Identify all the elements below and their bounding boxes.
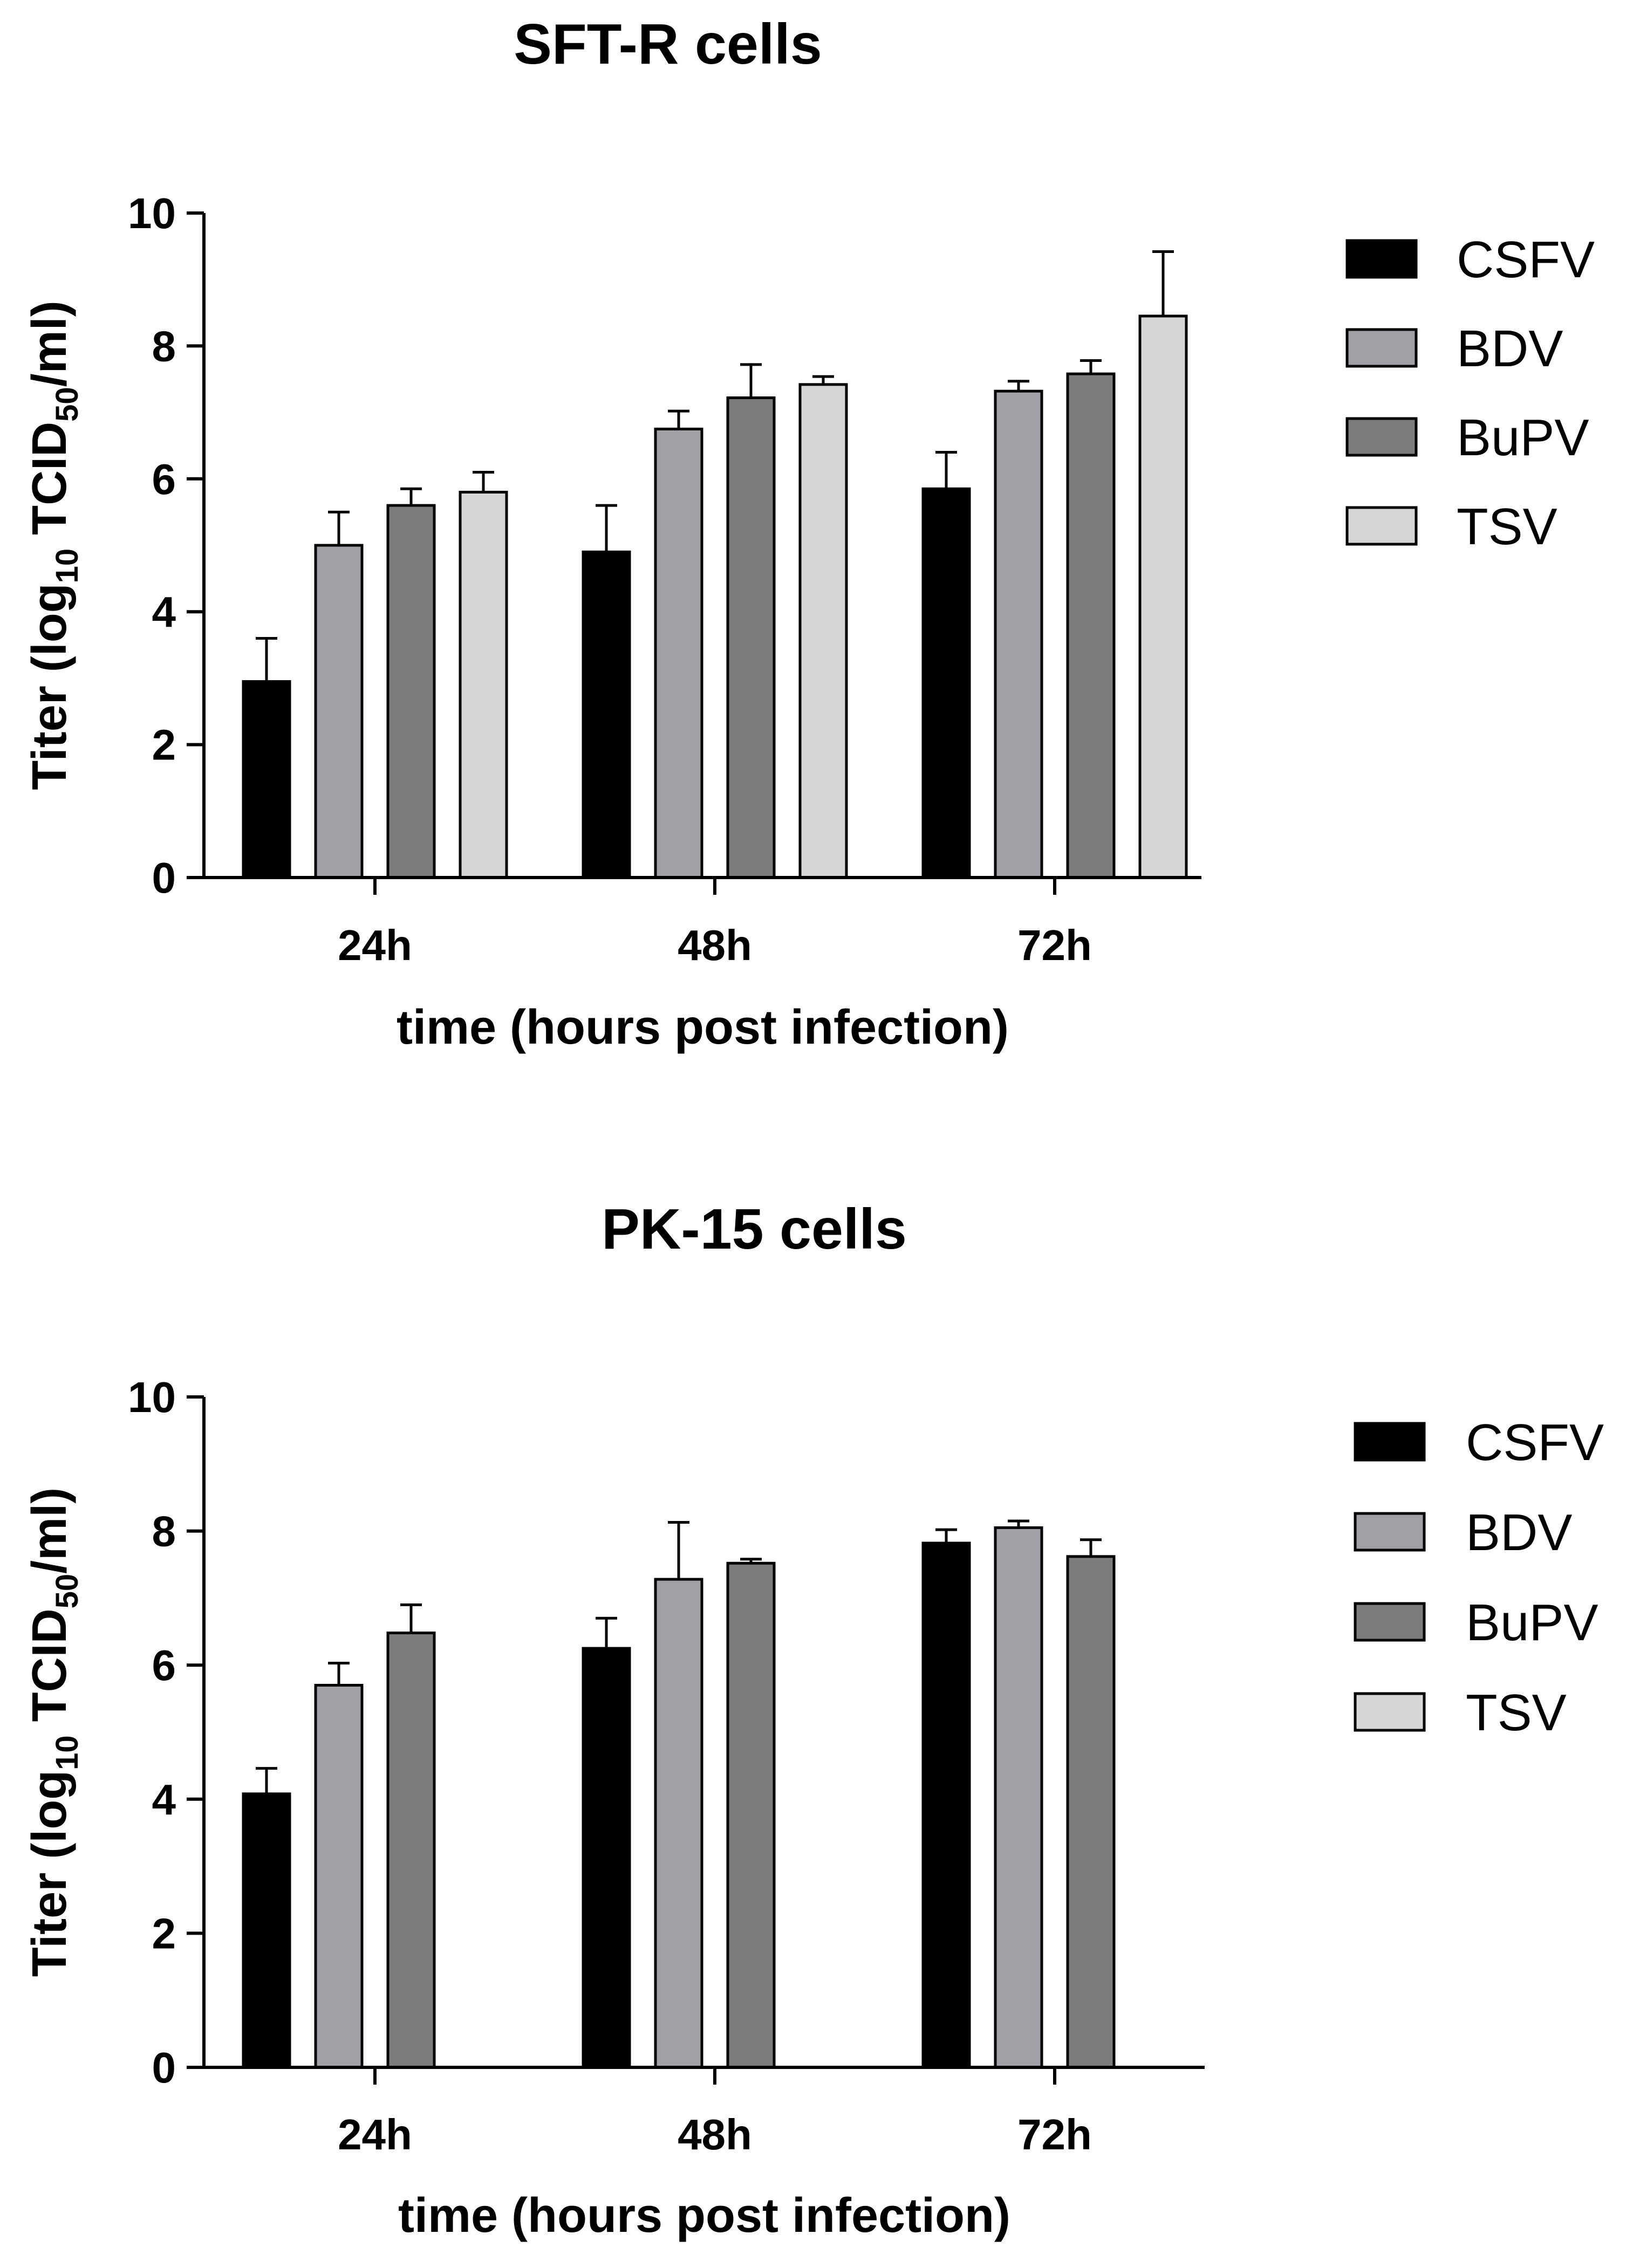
bar-csfv-48h — [582, 1647, 631, 2069]
legend-label-bdv: BDV — [1457, 320, 1563, 378]
legend-label-bupv: BuPV — [1457, 409, 1589, 467]
x-tick-label: 24h — [338, 2111, 412, 2159]
legend-label-tsv: TSV — [1466, 1684, 1567, 1742]
y-axis-label-suffix: /ml) — [23, 300, 77, 387]
legend-label-tsv: TSV — [1457, 498, 1557, 556]
bar-bdv-48h — [654, 427, 703, 879]
chart-title: PK-15 cells — [602, 1197, 907, 1261]
x-tick-label: 24h — [338, 921, 412, 969]
legend-swatch-csfv — [1345, 239, 1418, 279]
legend-label-csfv: CSFV — [1457, 231, 1595, 289]
bar-bdv-48h — [654, 1578, 703, 2069]
bar-tsv-48h — [798, 383, 848, 879]
bar-bdv-24h — [314, 1683, 364, 2069]
bar-bdv-72h — [994, 1526, 1043, 2069]
y-axis-label-mid: TCID — [23, 1608, 77, 1735]
bar-bupv-24h — [386, 1632, 436, 2069]
y-axis-label-mid: TCID — [23, 422, 77, 549]
legend-swatch-bupv — [1345, 417, 1418, 457]
y-tick-label: 4 — [152, 1776, 176, 1824]
chart-title: SFT-R cells — [514, 12, 822, 76]
y-axis-label-prefix: Titer (log — [23, 583, 77, 790]
x-tick-label: 48h — [678, 2111, 752, 2159]
y-tick-label: 6 — [152, 455, 176, 503]
y-axis-label-sub2: 50 — [50, 387, 85, 422]
legend-label-bupv: BuPV — [1466, 1594, 1598, 1652]
y-tick-label: 4 — [152, 588, 176, 636]
y-tick-label: 8 — [152, 1508, 176, 1556]
bar-bupv-24h — [386, 504, 436, 879]
legend-swatch-tsv — [1345, 506, 1418, 546]
legend-swatch-tsv — [1354, 1692, 1426, 1732]
y-tick-label: 10 — [128, 189, 176, 237]
legend-swatch-csfv — [1354, 1422, 1426, 1462]
y-tick-label: 8 — [152, 322, 176, 370]
bar-bupv-48h — [726, 1561, 776, 2069]
y-tick-label: 10 — [128, 1373, 176, 1421]
bar-bupv-72h — [1066, 1555, 1116, 2069]
bar-csfv-24h — [242, 680, 291, 879]
y-tick-label: 2 — [152, 721, 176, 769]
x-axis-label: time (hours post infection) — [398, 2189, 1010, 2243]
x-tick-label: 72h — [1017, 2111, 1092, 2159]
y-axis-label-suffix: /ml) — [23, 1488, 77, 1574]
legend-swatch-bdv — [1345, 328, 1418, 368]
bar-bupv-72h — [1066, 372, 1116, 879]
y-tick-label: 0 — [152, 854, 176, 902]
bar-bupv-48h — [726, 396, 776, 879]
y-tick-label: 6 — [152, 1641, 176, 1689]
bar-csfv-72h — [921, 487, 971, 879]
y-axis-label-sub1: 10 — [50, 549, 85, 584]
y-axis-label-prefix: Titer (log — [23, 1770, 77, 1977]
legend-label-bdv: BDV — [1466, 1504, 1572, 1561]
legend-label-csfv: CSFV — [1466, 1414, 1604, 1471]
legend-swatch-bupv — [1354, 1602, 1426, 1642]
y-axis-label-sub1: 10 — [50, 1735, 85, 1770]
bar-csfv-72h — [921, 1541, 971, 2069]
x-tick-label: 48h — [678, 921, 752, 969]
bar-bdv-24h — [314, 544, 364, 879]
x-tick-label: 72h — [1017, 921, 1092, 969]
legend-swatch-bdv — [1354, 1512, 1426, 1552]
y-axis-label: Titer (log10 TCID50/ml) — [23, 300, 85, 790]
bar-tsv-72h — [1138, 314, 1188, 879]
bar-csfv-48h — [582, 550, 631, 879]
y-axis-label-sub2: 50 — [50, 1574, 85, 1609]
y-tick-label: 2 — [152, 1909, 176, 1957]
y-tick-label: 0 — [152, 2044, 176, 2092]
bar-tsv-24h — [459, 490, 508, 879]
y-axis-label: Titer (log10 TCID50/ml) — [23, 1488, 85, 1977]
bar-bdv-72h — [994, 389, 1043, 879]
bar-csfv-24h — [242, 1792, 291, 2069]
x-axis-label: time (hours post infection) — [397, 1001, 1009, 1054]
